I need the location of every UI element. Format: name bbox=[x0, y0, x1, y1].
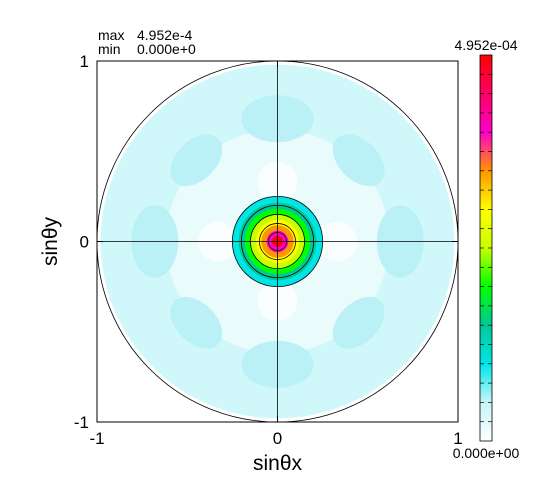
y-tick-label: 1 bbox=[80, 52, 89, 71]
contour-line bbox=[259, 223, 296, 260]
min-value: 0.000e+0 bbox=[137, 41, 196, 57]
side-lobe bbox=[170, 296, 223, 349]
x-tick-label: -1 bbox=[89, 429, 104, 448]
x-tick-label: 1 bbox=[453, 429, 462, 448]
side-lobe bbox=[170, 134, 223, 187]
contour-line bbox=[240, 204, 314, 278]
y-tick-label: -1 bbox=[74, 413, 89, 432]
side-lobe bbox=[332, 296, 385, 349]
y-tick-label: 0 bbox=[80, 233, 89, 252]
tick-marks bbox=[96, 60, 459, 423]
side-lobes bbox=[131, 95, 424, 388]
colorbar-min-label: 0.000e+00 bbox=[453, 445, 520, 461]
colorbar-max-label: 4.952e-04 bbox=[454, 37, 517, 53]
y-axis-title: sinθy bbox=[39, 216, 62, 266]
contour-line bbox=[250, 214, 305, 269]
contour-lines bbox=[231, 195, 324, 288]
max-value: 4.952e-4 bbox=[137, 27, 192, 43]
contour-line bbox=[231, 195, 324, 288]
contour-line bbox=[268, 232, 287, 251]
x-axis-title: sinθx bbox=[253, 452, 303, 475]
side-lobe bbox=[332, 134, 385, 187]
max-label: max bbox=[98, 27, 124, 43]
x-tick-label: 0 bbox=[273, 429, 282, 448]
colorbar-ticks bbox=[480, 73, 492, 423]
min-label: min bbox=[98, 41, 121, 57]
